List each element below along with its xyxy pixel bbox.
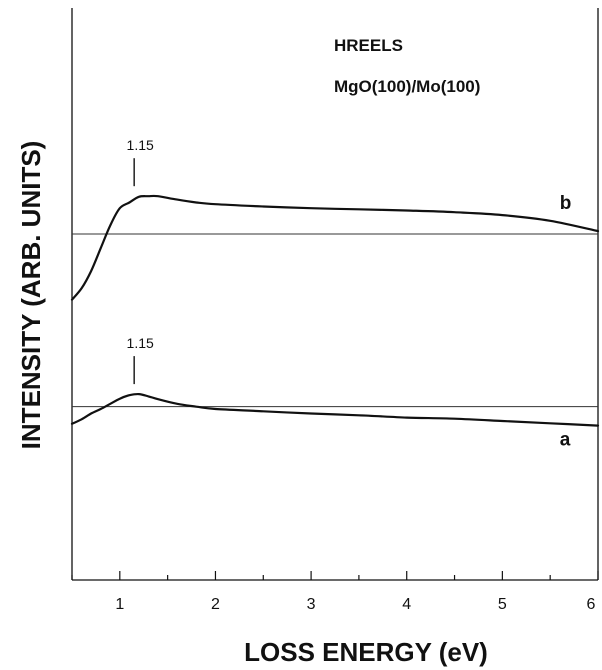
peak-label: 1.15 xyxy=(127,137,154,153)
x-tick-label: 1 xyxy=(115,596,124,613)
series-b-label: b xyxy=(560,193,572,214)
x-tick-label: 3 xyxy=(307,596,316,613)
x-tick-label: 6 xyxy=(587,596,596,613)
peak-markers: 1.15 1.15 xyxy=(127,137,154,385)
x-tick-label: 5 xyxy=(498,596,507,613)
x-tick-label: 2 xyxy=(211,596,220,613)
annotation-sample: MgO(100)/Mo(100) xyxy=(334,77,480,96)
x-tick-label: 4 xyxy=(402,596,411,613)
plot-frame xyxy=(71,8,599,581)
series-a-line xyxy=(70,392,600,427)
series-b-line xyxy=(70,194,600,301)
x-axis-ticks: 1 2 3 4 5 6 xyxy=(71,571,599,613)
series-group: ba xyxy=(70,193,600,451)
baselines xyxy=(72,233,598,408)
annotation-technique: HREELS xyxy=(334,36,403,55)
series-a-label: a xyxy=(560,430,571,451)
peak-label: 1.15 xyxy=(127,335,154,351)
x-axis-label: LOSS ENERGY (eV) xyxy=(244,637,488,667)
y-axis-label: INTENSITY (ARB. UNITS) xyxy=(16,141,46,450)
